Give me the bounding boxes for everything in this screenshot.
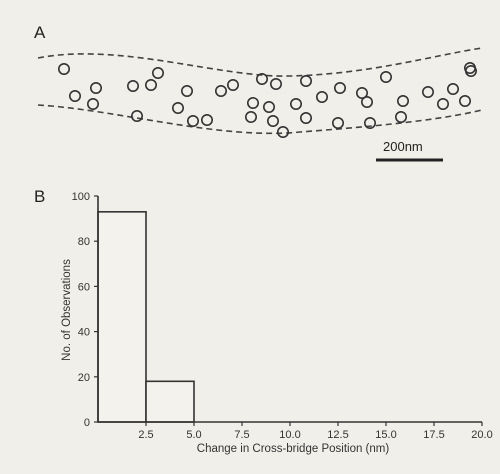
particle	[396, 95, 409, 108]
y-tick-label: 40	[78, 327, 90, 339]
filament-upper-edge	[37, 47, 483, 77]
y-axis-label: No. of Observations	[61, 259, 73, 361]
x-tick-label: 17.5	[423, 429, 444, 441]
x-tick-label: 5.0	[186, 429, 201, 441]
particle	[333, 82, 346, 95]
particle	[315, 91, 328, 104]
x-tick-label: 10.0	[279, 429, 300, 441]
particle	[421, 86, 434, 99]
particle	[360, 96, 373, 109]
panel-a: A 200nm	[34, 23, 483, 162]
particle	[379, 71, 392, 84]
particle	[262, 101, 275, 114]
particle	[463, 61, 476, 74]
particle	[127, 80, 140, 93]
particle	[247, 97, 260, 110]
particle	[187, 115, 200, 128]
particle	[331, 117, 344, 130]
particle	[289, 98, 302, 111]
particle	[57, 62, 70, 75]
x-axis-label: Change in Cross-bridge Position (nm)	[197, 443, 390, 455]
particle	[363, 117, 376, 130]
x-tick-label: 15.0	[375, 429, 396, 441]
particle	[436, 98, 449, 111]
particle	[181, 85, 194, 98]
y-tick-label: 60	[78, 281, 90, 293]
particle	[145, 79, 158, 92]
histogram-bar-1	[97, 211, 147, 423]
particle	[90, 82, 103, 95]
particle	[266, 115, 279, 128]
particle	[131, 110, 144, 123]
particle	[69, 90, 82, 103]
particle	[172, 102, 185, 115]
particle	[299, 75, 312, 88]
x-tick-label: 12.5	[327, 429, 348, 441]
scale-bar-label: 200nm	[383, 139, 423, 154]
particle	[276, 126, 289, 139]
particle	[245, 111, 258, 124]
particle	[299, 112, 312, 125]
x-tick-label: 2.5	[138, 429, 153, 441]
panel-b: B 0 20 40 60 80 100 2.5 5.0 7.5 10.0 12.5 15.0 17.5 2…	[34, 187, 493, 455]
particle	[152, 67, 165, 80]
x-tick-label: 7.5	[234, 429, 249, 441]
particle	[446, 83, 459, 96]
panel-a-label: A	[34, 23, 46, 42]
y-tick-label: 80	[78, 236, 90, 248]
particle	[227, 79, 240, 92]
particle-group	[57, 61, 477, 139]
particle	[255, 73, 268, 86]
particle	[201, 114, 214, 127]
particle	[458, 95, 471, 108]
panel-b-label: B	[34, 187, 45, 206]
particle	[269, 78, 282, 91]
y-tick-label: 100	[72, 191, 90, 203]
y-tick-label: 20	[78, 372, 90, 384]
particle	[394, 111, 407, 124]
y-tick-label: 0	[84, 417, 90, 429]
histogram-bar-2	[145, 380, 195, 423]
particle	[355, 87, 368, 100]
particle	[215, 85, 228, 98]
histogram: 0 20 40 60 80 100 2.5 5.0 7.5 10.0 12.5 15.0 17.5 20.…	[72, 191, 493, 441]
filament-lower-edge	[37, 104, 483, 135]
x-tick-label: 20.0	[471, 429, 492, 441]
particle	[87, 98, 100, 111]
